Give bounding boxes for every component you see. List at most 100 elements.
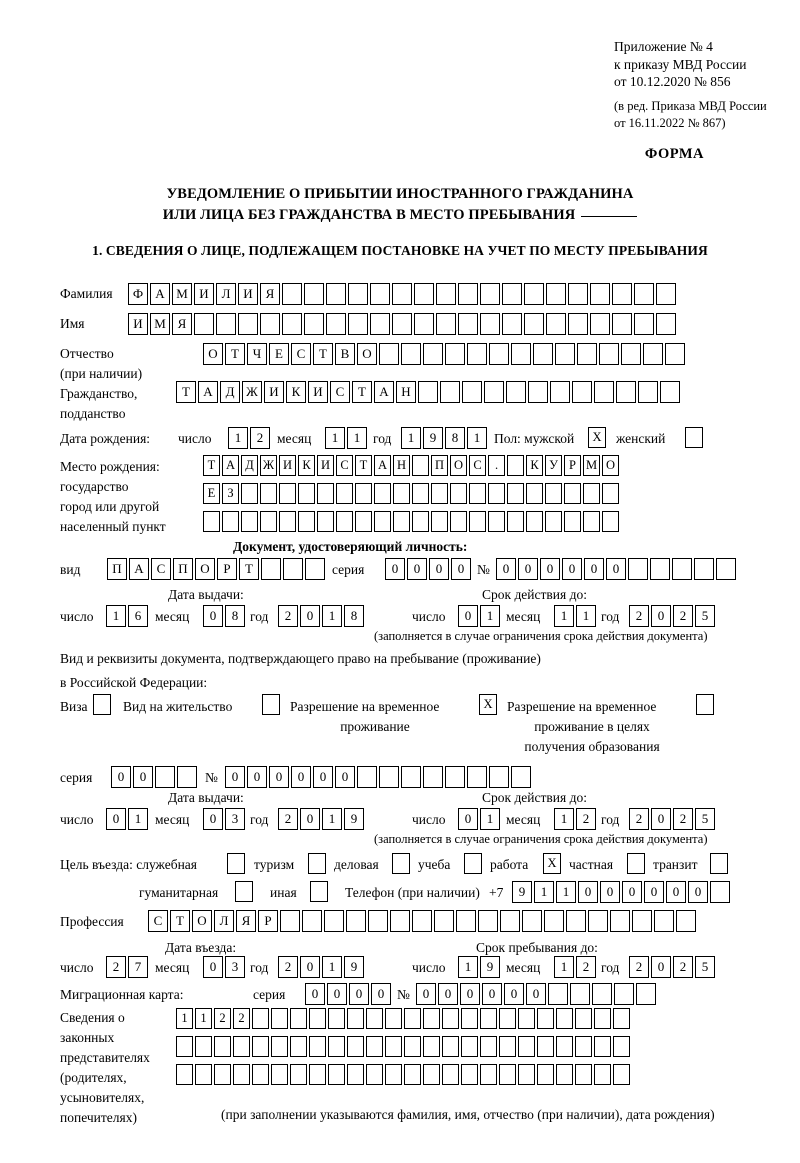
char-cell[interactable] [233,1064,250,1085]
char-cell[interactable]: Н [393,455,410,476]
sex-male-checkbox[interactable]: X [588,427,606,448]
char-cell[interactable] [317,483,334,504]
char-cell[interactable] [502,313,522,335]
char-cell[interactable] [423,1036,440,1057]
char-cell[interactable] [414,313,434,335]
char-cell[interactable] [628,558,648,580]
char-cell[interactable]: 2 [278,605,298,627]
char-cell[interactable]: 3 [225,956,245,978]
char-cell[interactable] [252,1064,269,1085]
char-cell[interactable] [370,283,390,305]
char-cell[interactable] [412,910,432,932]
checkbox-cell[interactable] [696,694,714,715]
sex-female-checkbox[interactable] [685,427,703,448]
char-cell[interactable] [434,910,454,932]
char-cell[interactable]: О [450,455,467,476]
char-cell[interactable] [298,511,315,532]
char-cell[interactable]: П [107,558,127,580]
char-cell[interactable] [385,1036,402,1057]
char-cell[interactable]: 0 [606,558,626,580]
char-cell[interactable]: 1 [228,427,248,449]
char-cell[interactable]: 0 [651,605,671,627]
purpose-work-checkbox[interactable]: X [543,853,561,874]
char-cell[interactable]: 2 [250,427,270,449]
char-cell[interactable] [518,1008,535,1029]
char-cell[interactable] [271,1064,288,1085]
char-cell[interactable]: 0 [622,881,642,903]
char-cell[interactable] [592,983,612,1005]
residence-permit-checkbox[interactable] [262,694,280,715]
char-cell[interactable] [458,283,478,305]
char-cell[interactable]: С [469,455,486,476]
char-cell[interactable] [594,1008,611,1029]
char-cell[interactable]: 1 [534,881,554,903]
char-cell[interactable] [546,313,566,335]
temp-residence-checkbox[interactable]: X [479,694,497,715]
char-cell[interactable]: 2 [106,956,126,978]
char-cell[interactable] [590,313,610,335]
char-cell[interactable]: 0 [225,766,245,788]
char-cell[interactable] [317,511,334,532]
char-cell[interactable] [522,910,542,932]
char-cell[interactable] [203,511,220,532]
char-cell[interactable]: 1 [467,427,487,449]
char-cell[interactable] [279,483,296,504]
char-cell[interactable] [431,511,448,532]
char-cell[interactable] [511,766,531,788]
char-cell[interactable]: 1 [128,808,148,830]
char-cell[interactable] [366,1008,383,1029]
char-cell[interactable] [241,511,258,532]
char-cell[interactable] [484,381,504,403]
char-cell[interactable]: Д [220,381,240,403]
char-cell[interactable] [302,910,322,932]
purpose-transit-checkbox[interactable] [710,853,728,874]
char-cell[interactable] [544,910,564,932]
char-cell[interactable] [298,483,315,504]
char-cell[interactable]: А [198,381,218,403]
char-cell[interactable]: 1 [106,605,126,627]
char-cell[interactable] [480,313,500,335]
char-cell[interactable] [537,1008,554,1029]
char-cell[interactable]: 1 [480,808,500,830]
char-cell[interactable]: 2 [673,605,693,627]
char-cell[interactable]: Я [260,283,280,305]
checkbox-cell[interactable]: X [543,853,561,874]
char-cell[interactable]: 2 [278,808,298,830]
char-cell[interactable]: 0 [133,766,153,788]
char-cell[interactable]: Н [396,381,416,403]
char-cell[interactable] [564,511,581,532]
char-cell[interactable]: 2 [629,605,649,627]
char-cell[interactable]: К [286,381,306,403]
char-cell[interactable] [524,283,544,305]
char-cell[interactable] [568,313,588,335]
purpose-official-checkbox[interactable] [227,853,245,874]
char-cell[interactable] [588,910,608,932]
char-cell[interactable] [366,1036,383,1057]
checkbox-cell[interactable] [227,853,245,874]
char-cell[interactable]: 9 [344,808,364,830]
char-cell[interactable] [461,1064,478,1085]
char-cell[interactable] [594,1064,611,1085]
char-cell[interactable] [385,1064,402,1085]
char-cell[interactable] [346,910,366,932]
char-cell[interactable] [564,483,581,504]
char-cell[interactable] [404,1064,421,1085]
char-cell[interactable] [480,1008,497,1029]
char-cell[interactable] [261,558,281,580]
char-cell[interactable]: О [357,343,377,365]
char-cell[interactable] [260,511,277,532]
char-cell[interactable] [614,983,634,1005]
char-cell[interactable]: 0 [518,558,538,580]
char-cell[interactable]: С [336,455,353,476]
char-cell[interactable]: 0 [300,605,320,627]
char-cell[interactable] [401,766,421,788]
char-cell[interactable] [524,313,544,335]
char-cell[interactable] [634,283,654,305]
